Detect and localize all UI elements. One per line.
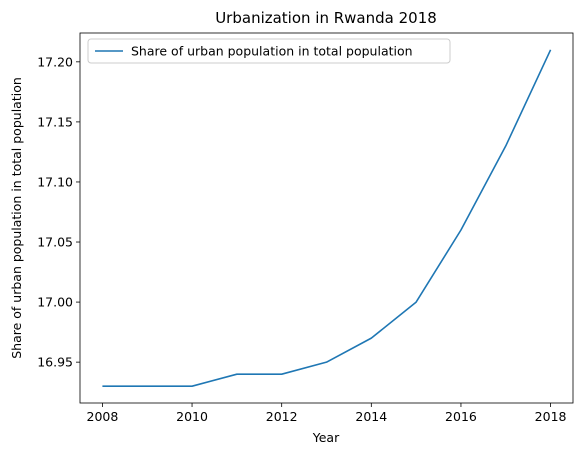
y-tick-label: 17.20 xyxy=(37,54,73,69)
legend-entry-label: Share of urban population in total popul… xyxy=(131,44,413,59)
chart-title: Urbanization in Rwanda 2018 xyxy=(215,9,437,27)
series-line-0 xyxy=(102,50,550,386)
y-axis-label: Share of urban population in total popul… xyxy=(9,77,24,359)
y-tick-label: 17.10 xyxy=(37,174,73,189)
x-tick-label: 2018 xyxy=(535,409,567,424)
plot-area: 2008 2010 2012 2014 2016 2018 16.95 17.00 17.05 1… xyxy=(37,33,573,424)
y-tick-label: 17.00 xyxy=(37,295,73,310)
y-tick-label: 17.15 xyxy=(37,114,73,129)
axes-frame xyxy=(80,33,573,403)
y-tick-label: 17.05 xyxy=(37,235,73,250)
y-tick-label: 16.95 xyxy=(37,355,73,370)
x-tick-label: 2008 xyxy=(87,409,119,424)
x-tick-label: 2012 xyxy=(266,409,298,424)
x-tick-label: 2014 xyxy=(355,409,387,424)
legend: Share of urban population in total popul… xyxy=(88,39,450,63)
x-tick-label: 2010 xyxy=(176,409,208,424)
x-tick-label: 2016 xyxy=(445,409,477,424)
x-axis-label: Year xyxy=(312,430,340,445)
